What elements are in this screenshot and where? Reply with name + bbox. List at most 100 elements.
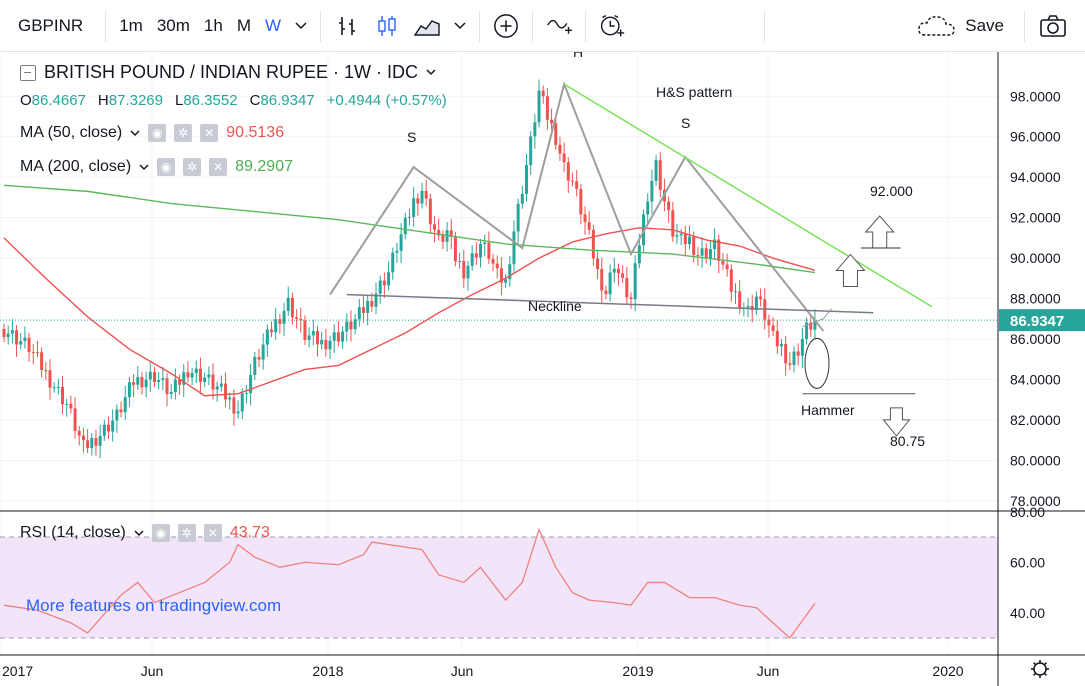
area-chart-icon[interactable] (407, 0, 447, 52)
chevron-down-icon[interactable] (130, 129, 140, 137)
candle-body (700, 248, 704, 256)
eye-icon[interactable]: ◉ (148, 124, 167, 142)
candle-body (31, 352, 35, 354)
candle-body (374, 293, 378, 307)
price-chart[interactable]: H&S pattern S H S Neckline Hammer 92.000 80.75 9… (0, 52, 1085, 686)
candle-body (449, 230, 453, 237)
rsi-value: 43.73 (229, 524, 270, 541)
candle-body (178, 379, 182, 385)
hammer-circle (804, 337, 830, 389)
collapse-icon[interactable] (20, 64, 36, 81)
candle-body (470, 253, 474, 266)
ma200-label: MA (200, close) (20, 158, 132, 175)
interval-week-button[interactable]: W (264, 15, 282, 35)
candle-body (671, 210, 675, 237)
candle-body (458, 260, 462, 262)
toolbar-divider (320, 9, 322, 42)
symbol-search-button[interactable]: GBPINR (18, 15, 84, 35)
candle-body (579, 188, 583, 215)
alert-clock-icon[interactable] (592, 0, 632, 52)
rsi-band (0, 537, 998, 638)
hammer-label: Hammer (801, 402, 855, 418)
candle-body (675, 235, 679, 237)
candle-body (717, 239, 721, 261)
candle-body (508, 264, 512, 280)
candle-body (566, 162, 570, 181)
chevron-down-icon[interactable] (134, 529, 144, 537)
candle-body (169, 392, 173, 395)
candle-body (424, 190, 428, 199)
candle-body (420, 190, 424, 204)
candle-body (15, 330, 19, 345)
candle-body (537, 90, 541, 123)
candle-body (529, 136, 533, 166)
candle-body (771, 325, 775, 331)
chevron-down-icon[interactable] (139, 163, 149, 171)
gear-icon[interactable]: ✲ (174, 124, 193, 142)
candle-body (499, 268, 503, 283)
candle-body (274, 319, 278, 333)
candle-body (228, 397, 232, 400)
candle-body (198, 368, 202, 382)
add-indicator-icon[interactable] (486, 0, 526, 52)
candle-body (132, 382, 136, 385)
bar-chart-icon[interactable] (327, 0, 367, 52)
save-button[interactable]: Save (903, 0, 1018, 52)
candle-body (775, 330, 779, 347)
close-icon[interactable]: ✕ (200, 124, 219, 142)
trend-line (563, 83, 933, 308)
candle-body (23, 337, 27, 342)
candles-chart-icon[interactable] (367, 0, 407, 52)
gear-icon[interactable]: ✲ (183, 158, 202, 176)
candle-body (56, 386, 60, 388)
camera-icon[interactable] (1031, 0, 1085, 52)
candle-body (186, 372, 190, 378)
candle-body (462, 260, 466, 279)
interval-1m-button[interactable]: 1m (119, 15, 143, 35)
gear-icon[interactable]: ✲ (177, 524, 196, 542)
interval-month-button[interactable]: M (236, 15, 251, 35)
candle-body (140, 377, 144, 388)
candle-body (792, 351, 796, 365)
interval-30m-button[interactable]: 30m (156, 15, 190, 35)
candle-body (399, 234, 403, 251)
eye-icon[interactable]: ◉ (157, 158, 176, 176)
chart-type-dropdown-icon[interactable] (447, 0, 473, 52)
ma50-label: MA (50, close) (20, 124, 123, 141)
candle-body (236, 411, 240, 414)
ma50-legend[interactable]: MA (50, close) ◉ ✲ ✕ 90.5136 (20, 124, 284, 142)
candle-body (587, 222, 591, 230)
candle-body (746, 305, 750, 308)
candle-body (52, 387, 56, 389)
close-icon[interactable]: ✕ (203, 524, 222, 542)
rsi-legend[interactable]: RSI (14, close) ◉ ✲ ✕ 43.73 (20, 524, 270, 542)
candle-body (412, 198, 416, 217)
candle-body (219, 383, 223, 387)
candle-body (370, 300, 374, 307)
candle-body (244, 393, 248, 395)
interval-1h-button[interactable]: 1h (203, 15, 223, 35)
chart-area[interactable]: H&S pattern S H S Neckline Hammer 92.000 80.75 9… (0, 52, 1085, 686)
candle-body (395, 250, 399, 253)
candle-body (646, 201, 650, 215)
candle-body (658, 160, 662, 190)
close-icon[interactable]: ✕ (209, 158, 228, 176)
candle-body (495, 263, 499, 269)
candle-body (708, 249, 712, 259)
candle-body (73, 408, 77, 431)
neckline-line (346, 293, 874, 314)
candle-body (270, 329, 274, 333)
ma200-legend[interactable]: MA (200, close) ◉ ✲ ✕ 89.2907 (20, 158, 293, 176)
up-arrow-shape (835, 253, 866, 287)
candle-body (491, 258, 495, 264)
candle-body (558, 144, 562, 154)
settings-gear-icon[interactable] (1031, 660, 1049, 678)
chevron-down-icon[interactable] (426, 69, 436, 76)
compare-icon[interactable] (539, 0, 579, 52)
rsi-label: RSI (14, close) (20, 524, 126, 541)
time-tick-label: 2017 (2, 663, 33, 679)
candle-body (290, 297, 294, 318)
interval-dropdown-icon[interactable] (288, 0, 314, 52)
watermark-link[interactable]: More features on tradingview.com (26, 596, 282, 615)
eye-icon[interactable]: ◉ (151, 524, 170, 542)
